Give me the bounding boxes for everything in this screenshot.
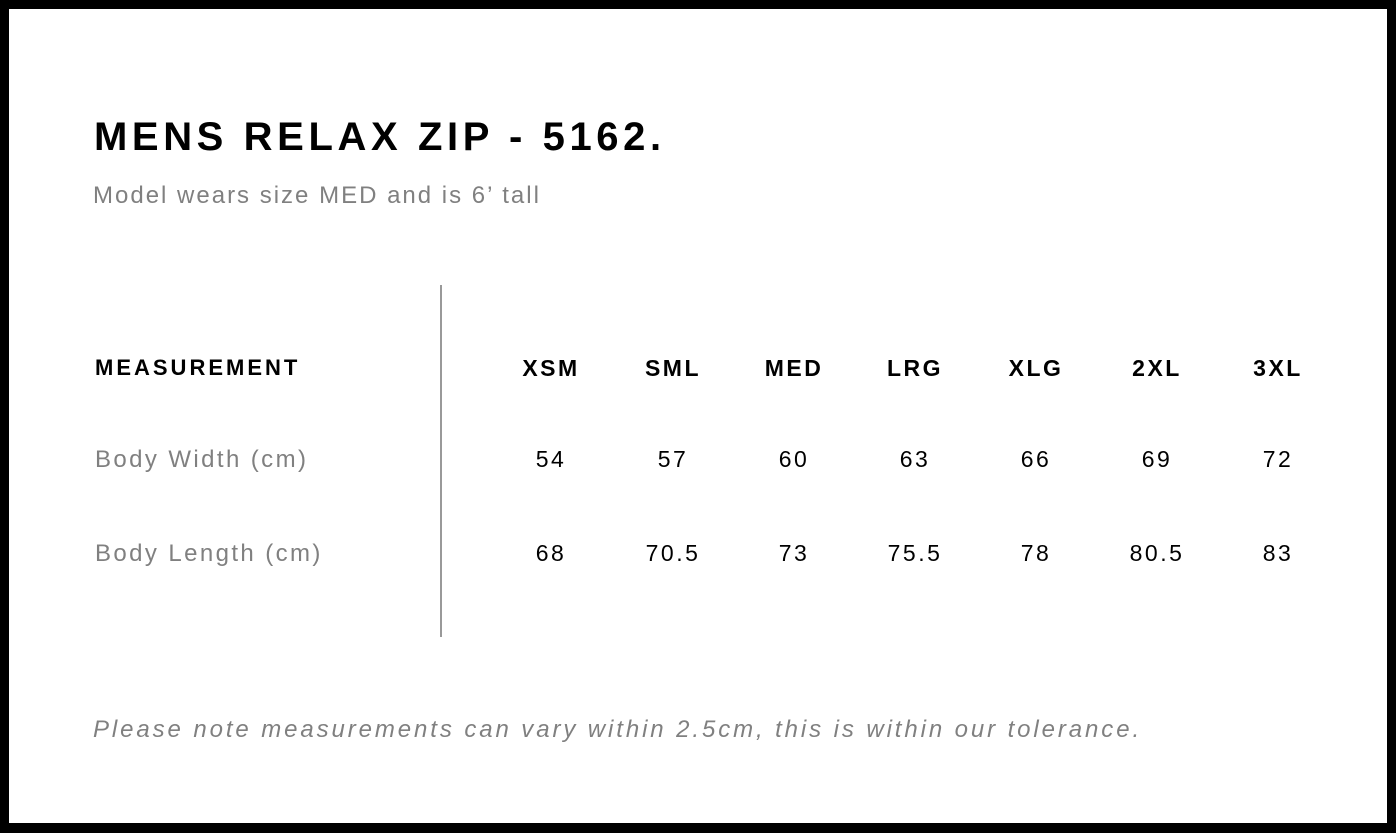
size-chart-card: MENS RELAX ZIP - 5162. Model wears size … [9, 9, 1387, 823]
row-label-body-width: Body Width (cm) [95, 446, 309, 473]
table-cell: 60 [778, 446, 810, 472]
measurement-header: MEASUREMENT [95, 355, 301, 380]
table-cell: 68 [535, 540, 567, 566]
column-divider [440, 285, 442, 637]
table-cell: 69 [1141, 446, 1173, 472]
table-cell: 78 [1020, 540, 1052, 566]
tolerance-note: Please note measurements can vary within… [93, 716, 1143, 743]
table-cell: 80.5 [1129, 540, 1185, 566]
size-header-xsm: XSM [522, 355, 580, 381]
subtitle: Model wears size MED and is 6’ tall [93, 182, 541, 209]
size-header-sml: SML [644, 355, 702, 381]
table-cell: 70.5 [645, 540, 701, 566]
table-cell: 73 [778, 540, 810, 566]
size-header-3xl: 3XL [1253, 355, 1303, 381]
table-cell: 54 [535, 446, 567, 472]
table-cell: 63 [899, 446, 931, 472]
size-header-lrg: LRG [886, 355, 944, 381]
page-title: MENS RELAX ZIP - 5162. [94, 115, 666, 159]
size-header-xlg: XLG [1008, 355, 1064, 381]
table-cell: 72 [1262, 446, 1294, 472]
size-header-2xl: 2XL [1132, 355, 1182, 381]
row-label-body-length: Body Length (cm) [95, 540, 323, 567]
table-cell: 57 [657, 446, 689, 472]
table-cell: 75.5 [887, 540, 943, 566]
size-header-med: MED [764, 355, 824, 381]
table-cell: 66 [1020, 446, 1052, 472]
table-cell: 83 [1262, 540, 1294, 566]
